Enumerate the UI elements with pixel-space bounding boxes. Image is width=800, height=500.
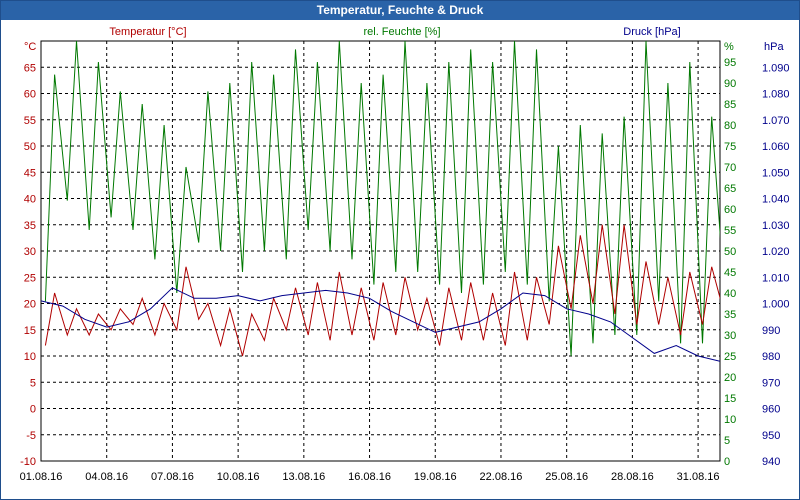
humidity-tick-label: 85 (724, 99, 736, 111)
temperature-tick-label: 10 (24, 351, 36, 363)
x-tick-label: 31.08.16 (677, 471, 720, 483)
temperature-tick-label: 60 (24, 89, 36, 101)
temperature-tick-label: 5 (30, 377, 36, 389)
series-pressure-line (41, 287, 720, 362)
series-temperature-line (44, 224, 720, 357)
humidity-tick-label: 15 (724, 393, 736, 405)
humidity-tick-label: 45 (724, 267, 736, 279)
temperature-tick-label: 50 (24, 141, 36, 153)
pressure-tick-label: 1.040 (762, 194, 790, 206)
pressure-tick-label: 1.000 (762, 299, 790, 311)
pressure-tick-label: 1.020 (762, 246, 790, 258)
pressure-tick-label: 940 (762, 456, 780, 468)
x-tick-label: 07.08.16 (151, 471, 194, 483)
humidity-tick-label: 75 (724, 141, 736, 153)
humidity-tick-label: 80 (724, 120, 736, 132)
humidity-tick-label: 70 (724, 162, 736, 174)
humidity-tick-label: 40 (724, 288, 736, 300)
pressure-unit-label: hPa (764, 41, 784, 53)
x-tick-label: 04.08.16 (85, 471, 128, 483)
pressure-tick-label: 980 (762, 351, 780, 363)
legend-pressure: Druck [hPa] (623, 26, 680, 38)
pressure-tick-label: 1.010 (762, 272, 790, 284)
x-tick-label: 16.08.16 (348, 471, 391, 483)
pressure-tick-label: 960 (762, 404, 780, 416)
pressure-tick-label: 1.090 (762, 62, 790, 74)
temperature-tick-label: 40 (24, 194, 36, 206)
humidity-tick-label: 5 (724, 435, 730, 447)
humidity-tick-label: 25 (724, 351, 736, 363)
pressure-tick-label: 1.050 (762, 167, 790, 179)
temperature-tick-label: 55 (24, 115, 36, 127)
humidity-tick-label: 60 (724, 204, 736, 216)
humidity-tick-label: 95 (724, 57, 736, 69)
series-humidity-line (44, 41, 720, 357)
x-tick-label: 22.08.16 (480, 471, 523, 483)
humidity-unit-label: % (724, 41, 734, 53)
x-tick-label: 28.08.16 (611, 471, 654, 483)
pressure-tick-label: 1.080 (762, 89, 790, 101)
humidity-tick-label: 30 (724, 330, 736, 342)
pressure-tick-label: 1.070 (762, 115, 790, 127)
temperature-tick-label: -10 (20, 456, 36, 468)
temperature-tick-label: -5 (26, 430, 36, 442)
humidity-tick-label: 50 (724, 246, 736, 258)
x-tick-label: 25.08.16 (545, 471, 588, 483)
temperature-tick-label: 0 (30, 404, 36, 416)
pressure-tick-label: 1.060 (762, 141, 790, 153)
temperature-tick-label: 35 (24, 220, 36, 232)
humidity-tick-label: 55 (724, 225, 736, 237)
humidity-tick-label: 90 (724, 78, 736, 90)
pressure-tick-label: 990 (762, 325, 780, 337)
temperature-tick-label: 45 (24, 167, 36, 179)
temperature-tick-label: 65 (24, 62, 36, 74)
temperature-unit-label: °C (24, 41, 36, 53)
temperature-tick-label: 30 (24, 246, 36, 258)
humidity-tick-label: 0 (724, 456, 730, 468)
pressure-tick-label: 950 (762, 430, 780, 442)
humidity-tick-label: 35 (724, 309, 736, 321)
window-title: Temperatur, Feuchte & Druck (1, 1, 799, 20)
pressure-tick-label: 1.030 (762, 220, 790, 232)
x-tick-label: 10.08.16 (217, 471, 260, 483)
series-layer (41, 41, 720, 362)
x-tick-label: 01.08.16 (20, 471, 63, 483)
x-tick-label: 13.08.16 (282, 471, 325, 483)
temperature-tick-label: 20 (24, 299, 36, 311)
temperature-tick-label: 25 (24, 272, 36, 284)
x-tick-label: 19.08.16 (414, 471, 457, 483)
legend-temperature: Temperatur [°C] (109, 26, 186, 38)
legend-humidity: rel. Feuchte [%] (363, 26, 440, 38)
labels-layer: -10 -5 0 5 10 15 20 25 30 35 40 45 50 55 60 65 0 5 10 15 20 2… (20, 26, 790, 483)
humidity-tick-label: 20 (724, 372, 736, 384)
temperature-tick-label: 15 (24, 325, 36, 337)
humidity-tick-label: 10 (724, 414, 736, 426)
humidity-tick-label: 65 (724, 183, 736, 195)
pressure-tick-label: 970 (762, 377, 780, 389)
